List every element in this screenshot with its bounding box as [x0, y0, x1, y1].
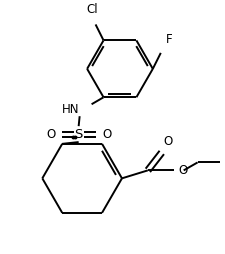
Text: S: S	[74, 128, 83, 141]
Text: HN: HN	[62, 103, 79, 116]
Text: O: O	[178, 164, 187, 177]
Text: Cl: Cl	[86, 4, 98, 17]
Text: F: F	[165, 33, 172, 46]
Text: O: O	[163, 135, 172, 149]
Text: O: O	[46, 128, 55, 141]
Text: O: O	[101, 128, 111, 141]
